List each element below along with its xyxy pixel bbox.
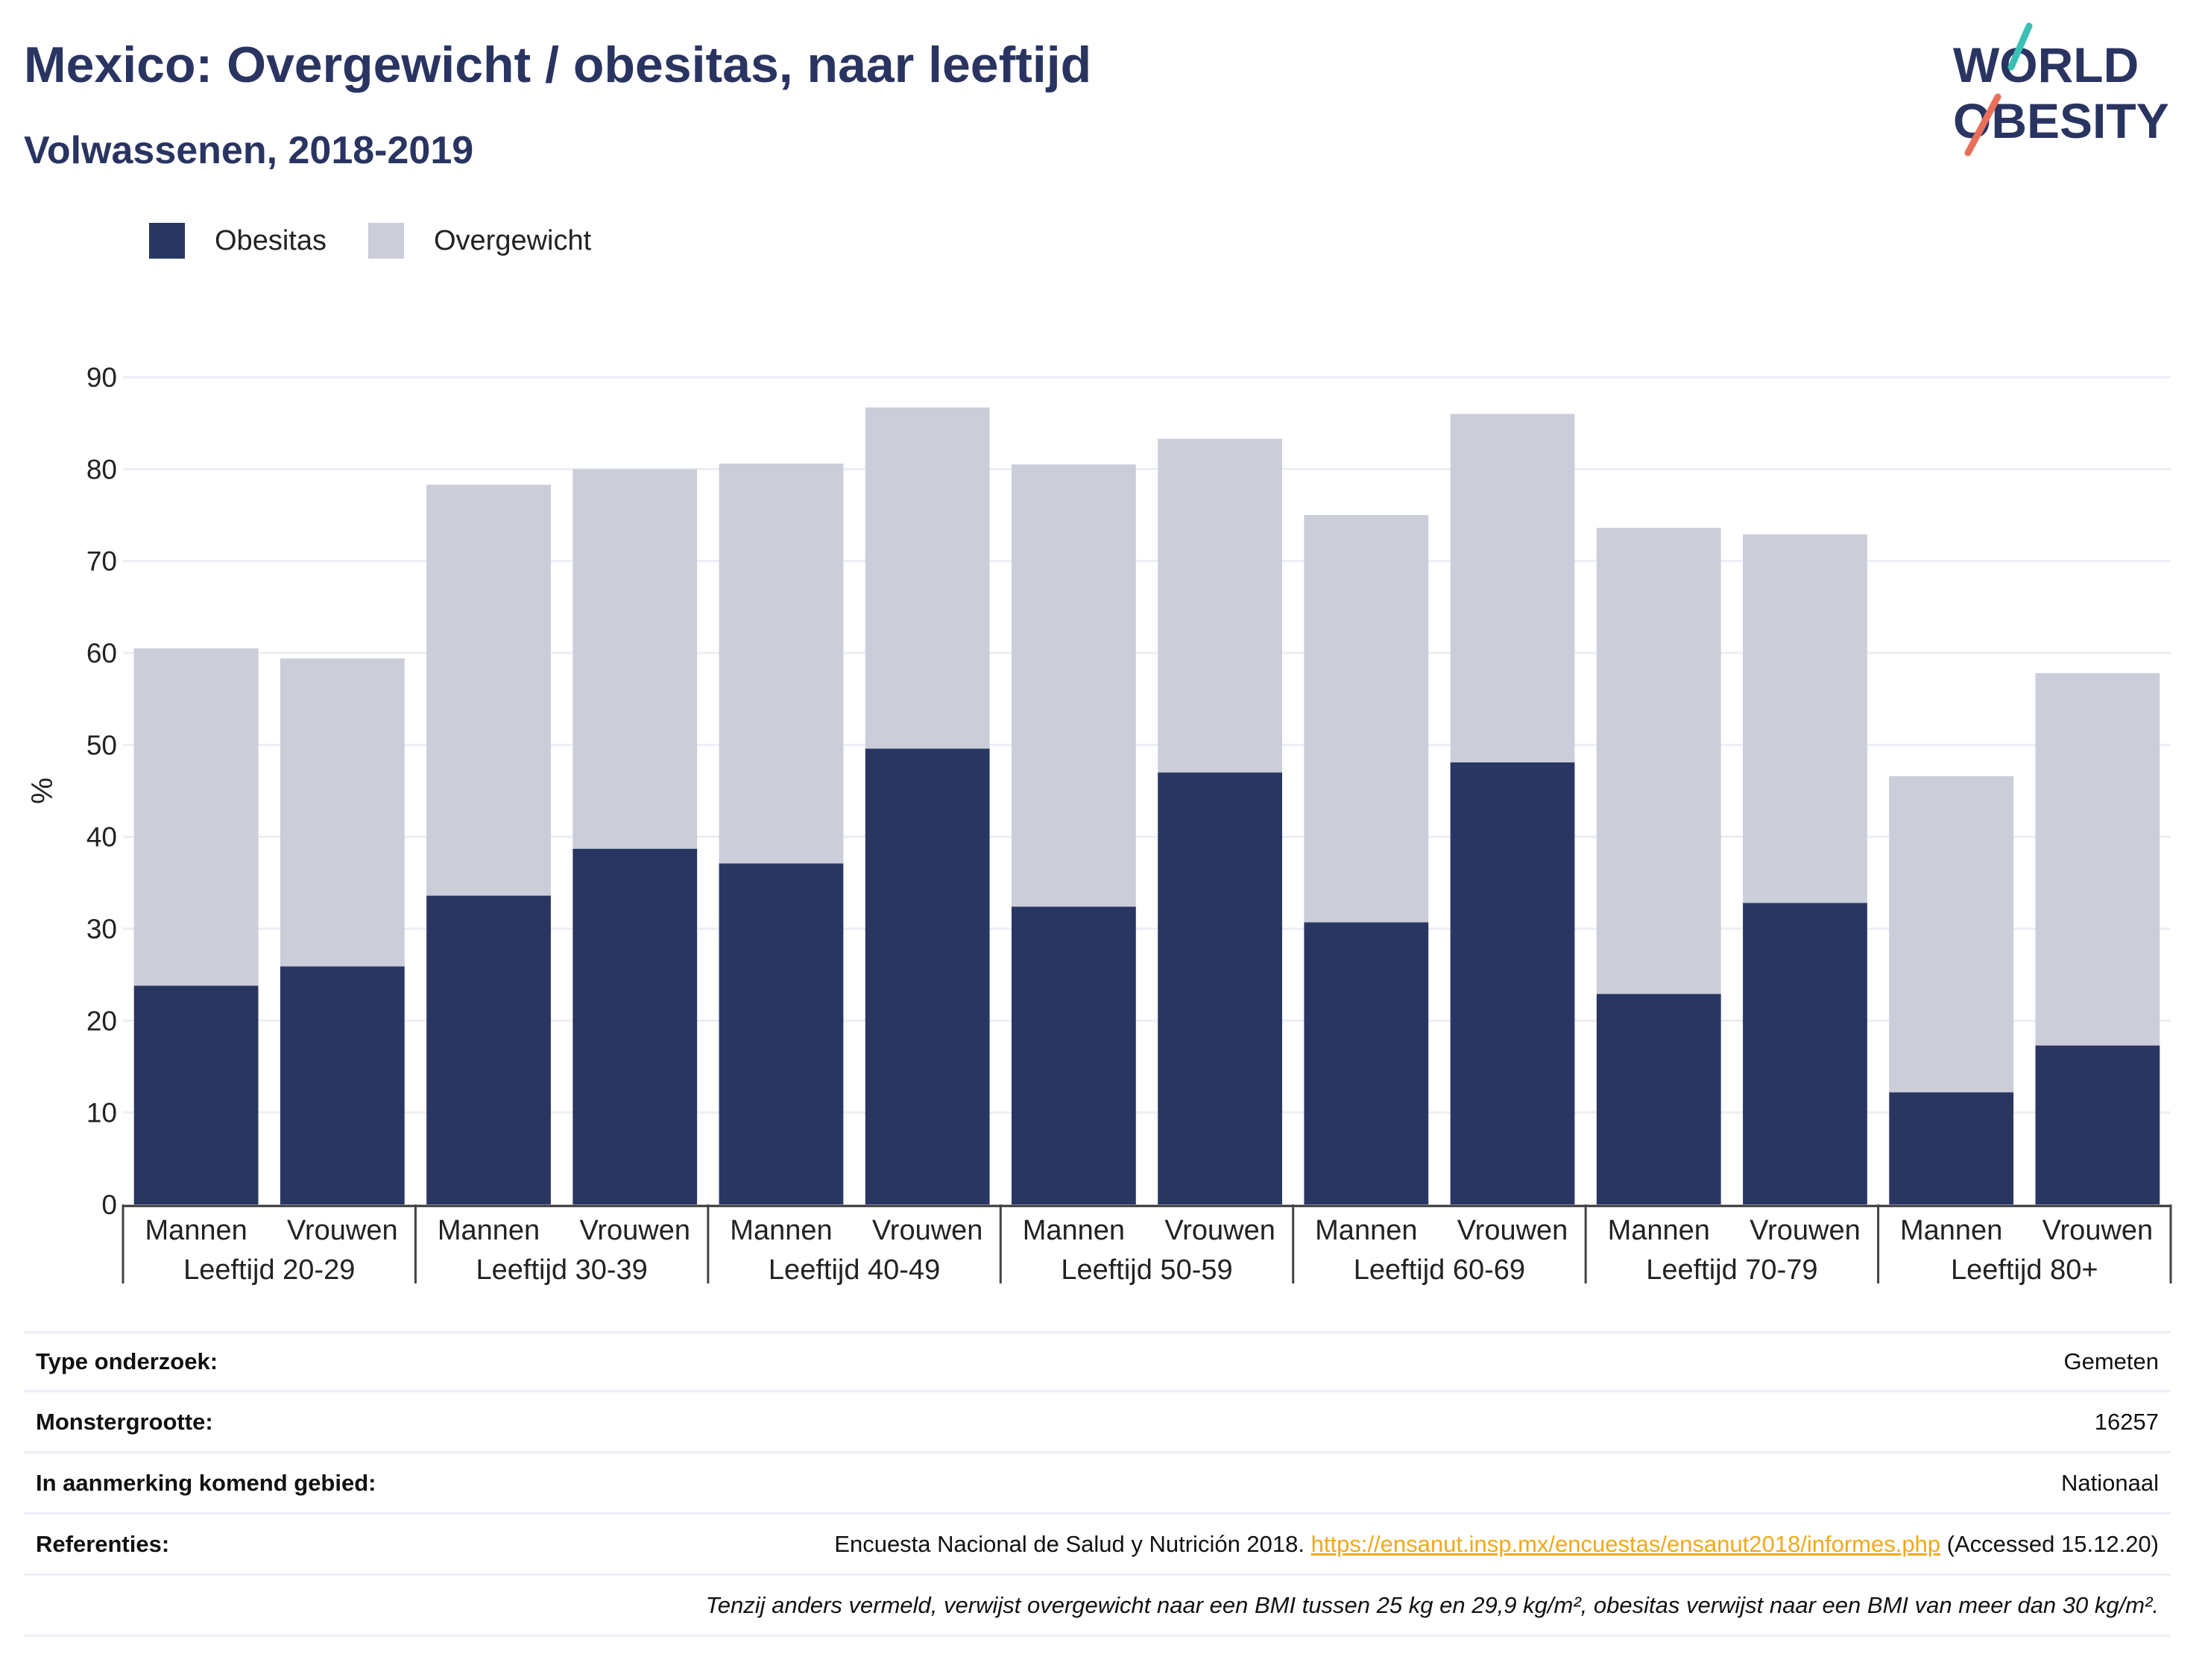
bar-chart: 0 10 20 30 40 50 60 70 80 90% Mannen Vrouwen Mannen V… [26, 362, 2172, 1286]
reference-text: Encuesta Nacional de Salud y Nutrición 2… [834, 1530, 1305, 1557]
meta-key: In aanmerking komend gebied: [36, 1469, 376, 1496]
x-tick-label: Vrouwen [1457, 1215, 1568, 1246]
meta-key: Type onderzoek: [36, 1348, 218, 1374]
bar-overgewicht [2035, 673, 2160, 1046]
legend-swatch-overgewicht [368, 223, 404, 259]
bar-overgewicht [1889, 776, 2014, 1093]
bar-overgewicht [426, 484, 551, 896]
y-tick-label: 50 [86, 730, 117, 760]
reference-value: Encuesta Nacional de Salud y Nutrición 2… [834, 1531, 2159, 1558]
meta-row-references: Referenties: Encuesta Nacional de Salud … [24, 1515, 2171, 1576]
metadata-table: Type onderzoek: Gemeten Monstergrootte: … [24, 1331, 2171, 1637]
world-obesity-logo: WORLD OBESITY [1953, 22, 2169, 157]
x-tick-label: Mannen [438, 1215, 540, 1246]
legend-label-overgewicht: Overgewicht [433, 224, 592, 256]
bar-overgewicht [1596, 528, 1721, 994]
group-label: Leeftijd 50-59 [1061, 1254, 1232, 1286]
bar-obesitas [572, 848, 698, 1204]
y-tick-label: 90 [86, 362, 117, 393]
bar-obesitas [133, 985, 259, 1204]
bar-overgewicht [719, 463, 844, 864]
group-label: Leeftijd 40-49 [769, 1254, 940, 1286]
chart-legend: Obesitas Overgewicht [149, 221, 633, 261]
group-label: Leeftijd 20-29 [183, 1254, 355, 1286]
chart-subtitle: Volwassenen, 2018-2019 [24, 129, 474, 172]
logo-line2: OBESITY [1953, 93, 2169, 148]
x-tick-label: Vrouwen [1750, 1215, 1861, 1246]
x-tick-label: Vrouwen [579, 1215, 690, 1246]
bar-overgewicht [1304, 515, 1429, 923]
meta-key: Monstergrootte: [36, 1408, 213, 1435]
y-tick-label: 30 [86, 914, 117, 944]
x-tick-label: Mannen [730, 1215, 832, 1246]
bar-obesitas [1304, 922, 1429, 1204]
meta-row: Type onderzoek: Gemeten [24, 1331, 2171, 1392]
bar-overgewicht [1450, 414, 1575, 762]
x-tick-label: Mannen [1023, 1215, 1125, 1246]
x-tick-label: Mannen [145, 1215, 247, 1246]
bar-overgewicht [280, 658, 405, 967]
group-label: Leeftijd 60-69 [1354, 1254, 1525, 1286]
chart-title: Mexico: Overgewicht / obesitas, naar lee… [24, 37, 1092, 93]
bar-obesitas [426, 895, 551, 1204]
bar-obesitas [1450, 762, 1575, 1204]
bar-obesitas [1596, 994, 1721, 1204]
y-tick-label: 60 [86, 638, 117, 669]
y-axis-label: % [26, 777, 59, 804]
reference-link[interactable]: https://ensanut.insp.mx/encuestas/ensanu… [1310, 1530, 1941, 1557]
bar-obesitas [1743, 903, 1867, 1204]
y-tick-label: 0 [101, 1190, 117, 1220]
legend-label-obesitas: Obesitas [215, 224, 327, 256]
bar-obesitas [719, 863, 844, 1204]
group-label: Leeftijd 80+ [1951, 1254, 2098, 1286]
definition-note-row: Tenzij anders vermeld, verwijst overgewi… [24, 1576, 2171, 1637]
meta-value: Gemeten [2063, 1348, 2159, 1374]
legend-swatch-obesitas [149, 223, 185, 259]
meta-key: Referenties: [36, 1530, 170, 1557]
y-tick-label: 80 [86, 454, 117, 484]
reference-accessed: (Accessed 15.12.20) [1946, 1530, 2159, 1557]
meta-row: In aanmerking komend gebied: Nationaal [24, 1453, 2171, 1515]
definition-note: Tenzij anders vermeld, verwijst overgewi… [705, 1591, 2159, 1618]
bar-overgewicht [1158, 438, 1282, 773]
y-tick-label: 20 [86, 1005, 117, 1036]
y-tick-label: 40 [86, 822, 117, 853]
meta-value: 16257 [2094, 1408, 2159, 1435]
x-tick-label: Vrouwen [872, 1215, 983, 1246]
logo-line1: WORLD [1953, 37, 2139, 92]
bar-overgewicht [1743, 534, 1867, 903]
x-tick-label: Mannen [1608, 1215, 1710, 1246]
meta-row: Monstergrootte: 16257 [24, 1392, 2171, 1453]
bar-obesitas [280, 966, 405, 1204]
x-tick-label: Vrouwen [2042, 1215, 2154, 1246]
bar-overgewicht [865, 407, 990, 749]
group-label: Leeftijd 30-39 [476, 1254, 647, 1286]
group-label: Leeftijd 70-79 [1646, 1254, 1817, 1286]
bar-obesitas [865, 748, 990, 1204]
logo-stroke-top [2007, 22, 2033, 71]
bar-overgewicht [1012, 464, 1136, 907]
bar-obesitas [1158, 772, 1282, 1204]
x-tick-label: Vrouwen [1164, 1215, 1275, 1246]
x-tick-label: Mannen [1900, 1215, 2002, 1246]
bar-obesitas [1889, 1092, 2014, 1204]
x-tick-label: Mannen [1315, 1215, 1417, 1246]
bar-overgewicht [133, 648, 259, 986]
bar-obesitas [2035, 1045, 2160, 1204]
y-tick-label: 70 [86, 546, 117, 577]
logo-stroke-bottom [1964, 93, 2001, 157]
bar-overgewicht [572, 469, 698, 849]
meta-value: Nationaal [2061, 1469, 2159, 1496]
x-tick-label: Vrouwen [287, 1215, 398, 1246]
y-tick-label: 10 [86, 1098, 117, 1128]
bar-obesitas [1012, 906, 1136, 1204]
